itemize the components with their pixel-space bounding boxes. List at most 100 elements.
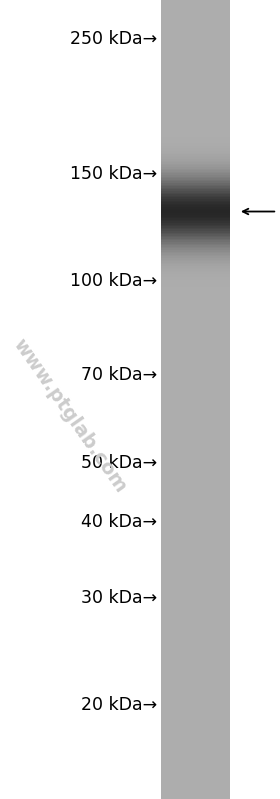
Bar: [161, 364, 230, 367]
Bar: [161, 372, 230, 375]
Bar: [161, 150, 230, 153]
Bar: [161, 745, 230, 747]
Bar: [161, 156, 230, 158]
Bar: [161, 615, 230, 618]
Bar: [161, 160, 230, 161]
Bar: [161, 294, 230, 296]
Bar: [161, 318, 230, 320]
Bar: [161, 443, 230, 446]
Bar: [161, 641, 230, 643]
Bar: [161, 211, 230, 213]
Bar: [161, 88, 230, 90]
Bar: [161, 462, 230, 463]
Bar: [161, 721, 230, 723]
Bar: [161, 51, 230, 54]
Bar: [161, 639, 230, 642]
Bar: [161, 749, 230, 751]
Bar: [161, 371, 230, 373]
Bar: [161, 104, 230, 105]
Bar: [161, 80, 230, 82]
Bar: [161, 543, 230, 545]
Bar: [161, 382, 230, 384]
Bar: [161, 229, 230, 231]
Bar: [161, 534, 230, 535]
Bar: [161, 524, 230, 527]
Bar: [161, 785, 230, 787]
Bar: [161, 499, 230, 502]
Text: 150 kDa→: 150 kDa→: [70, 165, 157, 183]
Bar: [161, 471, 230, 474]
Bar: [161, 14, 230, 17]
Bar: [161, 406, 230, 407]
Bar: [161, 110, 230, 113]
Bar: [161, 503, 230, 506]
Bar: [161, 751, 230, 753]
Bar: [161, 24, 230, 26]
Bar: [161, 346, 230, 348]
Bar: [161, 345, 230, 348]
Bar: [161, 773, 230, 776]
Bar: [161, 84, 230, 86]
Bar: [161, 384, 230, 386]
Bar: [161, 535, 230, 537]
Bar: [161, 555, 230, 558]
Bar: [161, 686, 230, 688]
Bar: [161, 765, 230, 767]
Bar: [161, 77, 230, 79]
Bar: [161, 374, 230, 376]
Bar: [161, 741, 230, 743]
Bar: [161, 473, 230, 475]
Bar: [161, 108, 230, 109]
Bar: [161, 172, 230, 174]
Bar: [161, 99, 230, 101]
Bar: [161, 249, 230, 252]
Bar: [161, 566, 230, 568]
Bar: [161, 441, 230, 443]
Bar: [161, 602, 230, 605]
Bar: [161, 273, 230, 276]
Bar: [161, 166, 230, 169]
Bar: [161, 425, 230, 427]
Bar: [161, 670, 230, 672]
Bar: [161, 126, 230, 129]
Bar: [161, 631, 230, 633]
Bar: [161, 595, 230, 598]
Bar: [161, 58, 230, 60]
Bar: [161, 518, 230, 519]
Bar: [161, 439, 230, 441]
Bar: [161, 481, 230, 483]
Bar: [161, 693, 230, 695]
Bar: [161, 593, 230, 595]
Bar: [161, 237, 230, 239]
Bar: [161, 411, 230, 414]
Bar: [161, 121, 230, 124]
Bar: [161, 665, 230, 667]
Text: 70 kDa→: 70 kDa→: [81, 366, 157, 384]
Bar: [161, 575, 230, 578]
Bar: [161, 4, 230, 6]
Bar: [161, 244, 230, 246]
Bar: [161, 401, 230, 403]
Bar: [161, 529, 230, 531]
Bar: [161, 550, 230, 551]
Bar: [161, 140, 230, 142]
Bar: [161, 310, 230, 312]
Bar: [161, 137, 230, 140]
Bar: [161, 268, 230, 271]
Bar: [161, 708, 230, 710]
Bar: [161, 374, 230, 376]
Bar: [161, 612, 230, 614]
Bar: [161, 727, 230, 729]
Bar: [161, 132, 230, 133]
Bar: [161, 566, 230, 567]
Bar: [161, 376, 230, 378]
Bar: [161, 609, 230, 611]
Bar: [161, 459, 230, 461]
Bar: [161, 190, 230, 193]
Bar: [161, 366, 230, 368]
Bar: [161, 92, 230, 94]
Bar: [161, 665, 230, 667]
Bar: [161, 37, 230, 39]
Bar: [161, 754, 230, 757]
Bar: [161, 670, 230, 671]
